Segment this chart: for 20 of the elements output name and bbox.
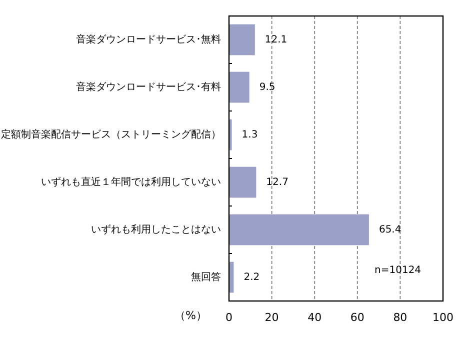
category-label: いずれも直近１年間では利用していない [41,176,221,188]
data-label: 12.1 [264,34,288,46]
category-label: 音楽ダウンロードサービス･有料 [76,82,221,93]
x-tick: 40 [308,311,322,324]
category-label: 無回答 [191,272,221,283]
data-label: 1.3 [242,129,258,140]
data-label: 9.5 [259,82,276,93]
category-label: いずれも利用したことはない [91,224,221,236]
data-label: 2.2 [244,272,260,283]
x-tick: 20 [264,311,279,324]
x-tick: 60 [350,311,364,324]
x-tick: 100 [432,311,454,324]
x-tick: 80 [393,311,408,324]
x-tick: 0 [226,311,232,324]
data-label: 65.4 [378,224,402,236]
xlabel: （%） [174,309,207,322]
category-label: 定額制音楽配信サービス（ストリーミング配信） [1,129,221,140]
category-label: 音楽ダウンロードサービス･無料 [76,34,221,46]
data-label: 12.7 [266,176,288,188]
annotation: n=10124 [374,264,422,276]
